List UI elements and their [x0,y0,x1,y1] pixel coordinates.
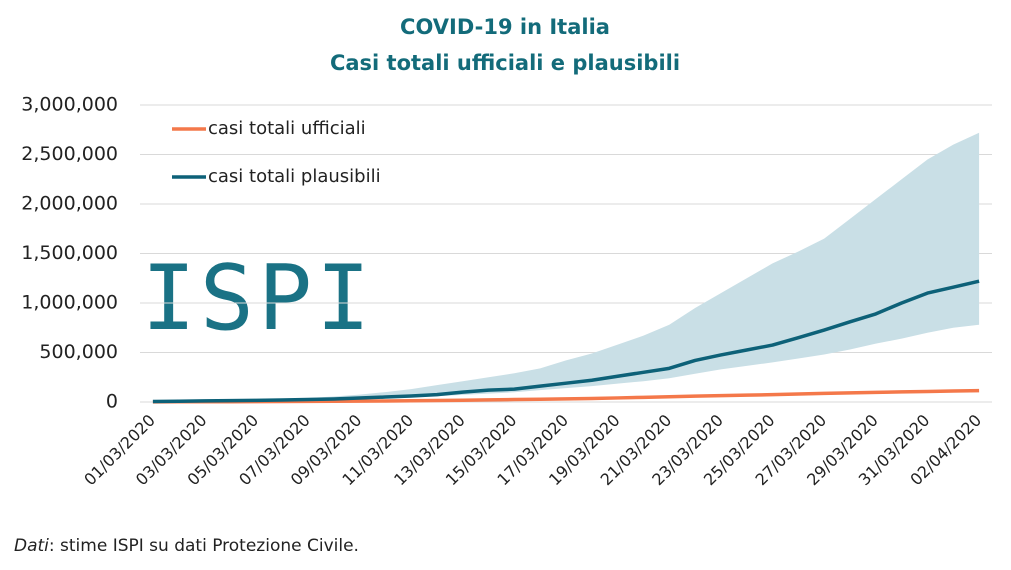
y-tick-label: 0 [106,391,118,413]
range-band [152,132,980,402]
line [152,279,980,404]
y-tick-label: 500,000 [39,341,118,363]
y-tick-label: 1,500,000 [21,242,118,264]
source-text: : stime ISPI su dati Protezione Civile. [49,536,359,556]
chart-title: COVID-19 in Italia [400,15,610,39]
logo: ISPI [142,246,375,351]
y-tick-label: 2,500,000 [21,143,118,165]
grid [140,104,992,403]
source-note: Dati: stime ISPI su dati Protezione Civi… [14,536,359,556]
chart-subtitle: Casi totali ufficiali e plausibili [330,51,680,75]
y-tick-label: 1,000,000 [21,292,118,314]
legend-label: casi totali ufficiali [208,118,366,139]
y-tick-label: 2,000,000 [21,193,118,215]
legend-label: casi totali plausibili [208,166,381,187]
y-tick-label: 3,000,000 [21,94,118,116]
source-label: Dati [14,536,49,556]
